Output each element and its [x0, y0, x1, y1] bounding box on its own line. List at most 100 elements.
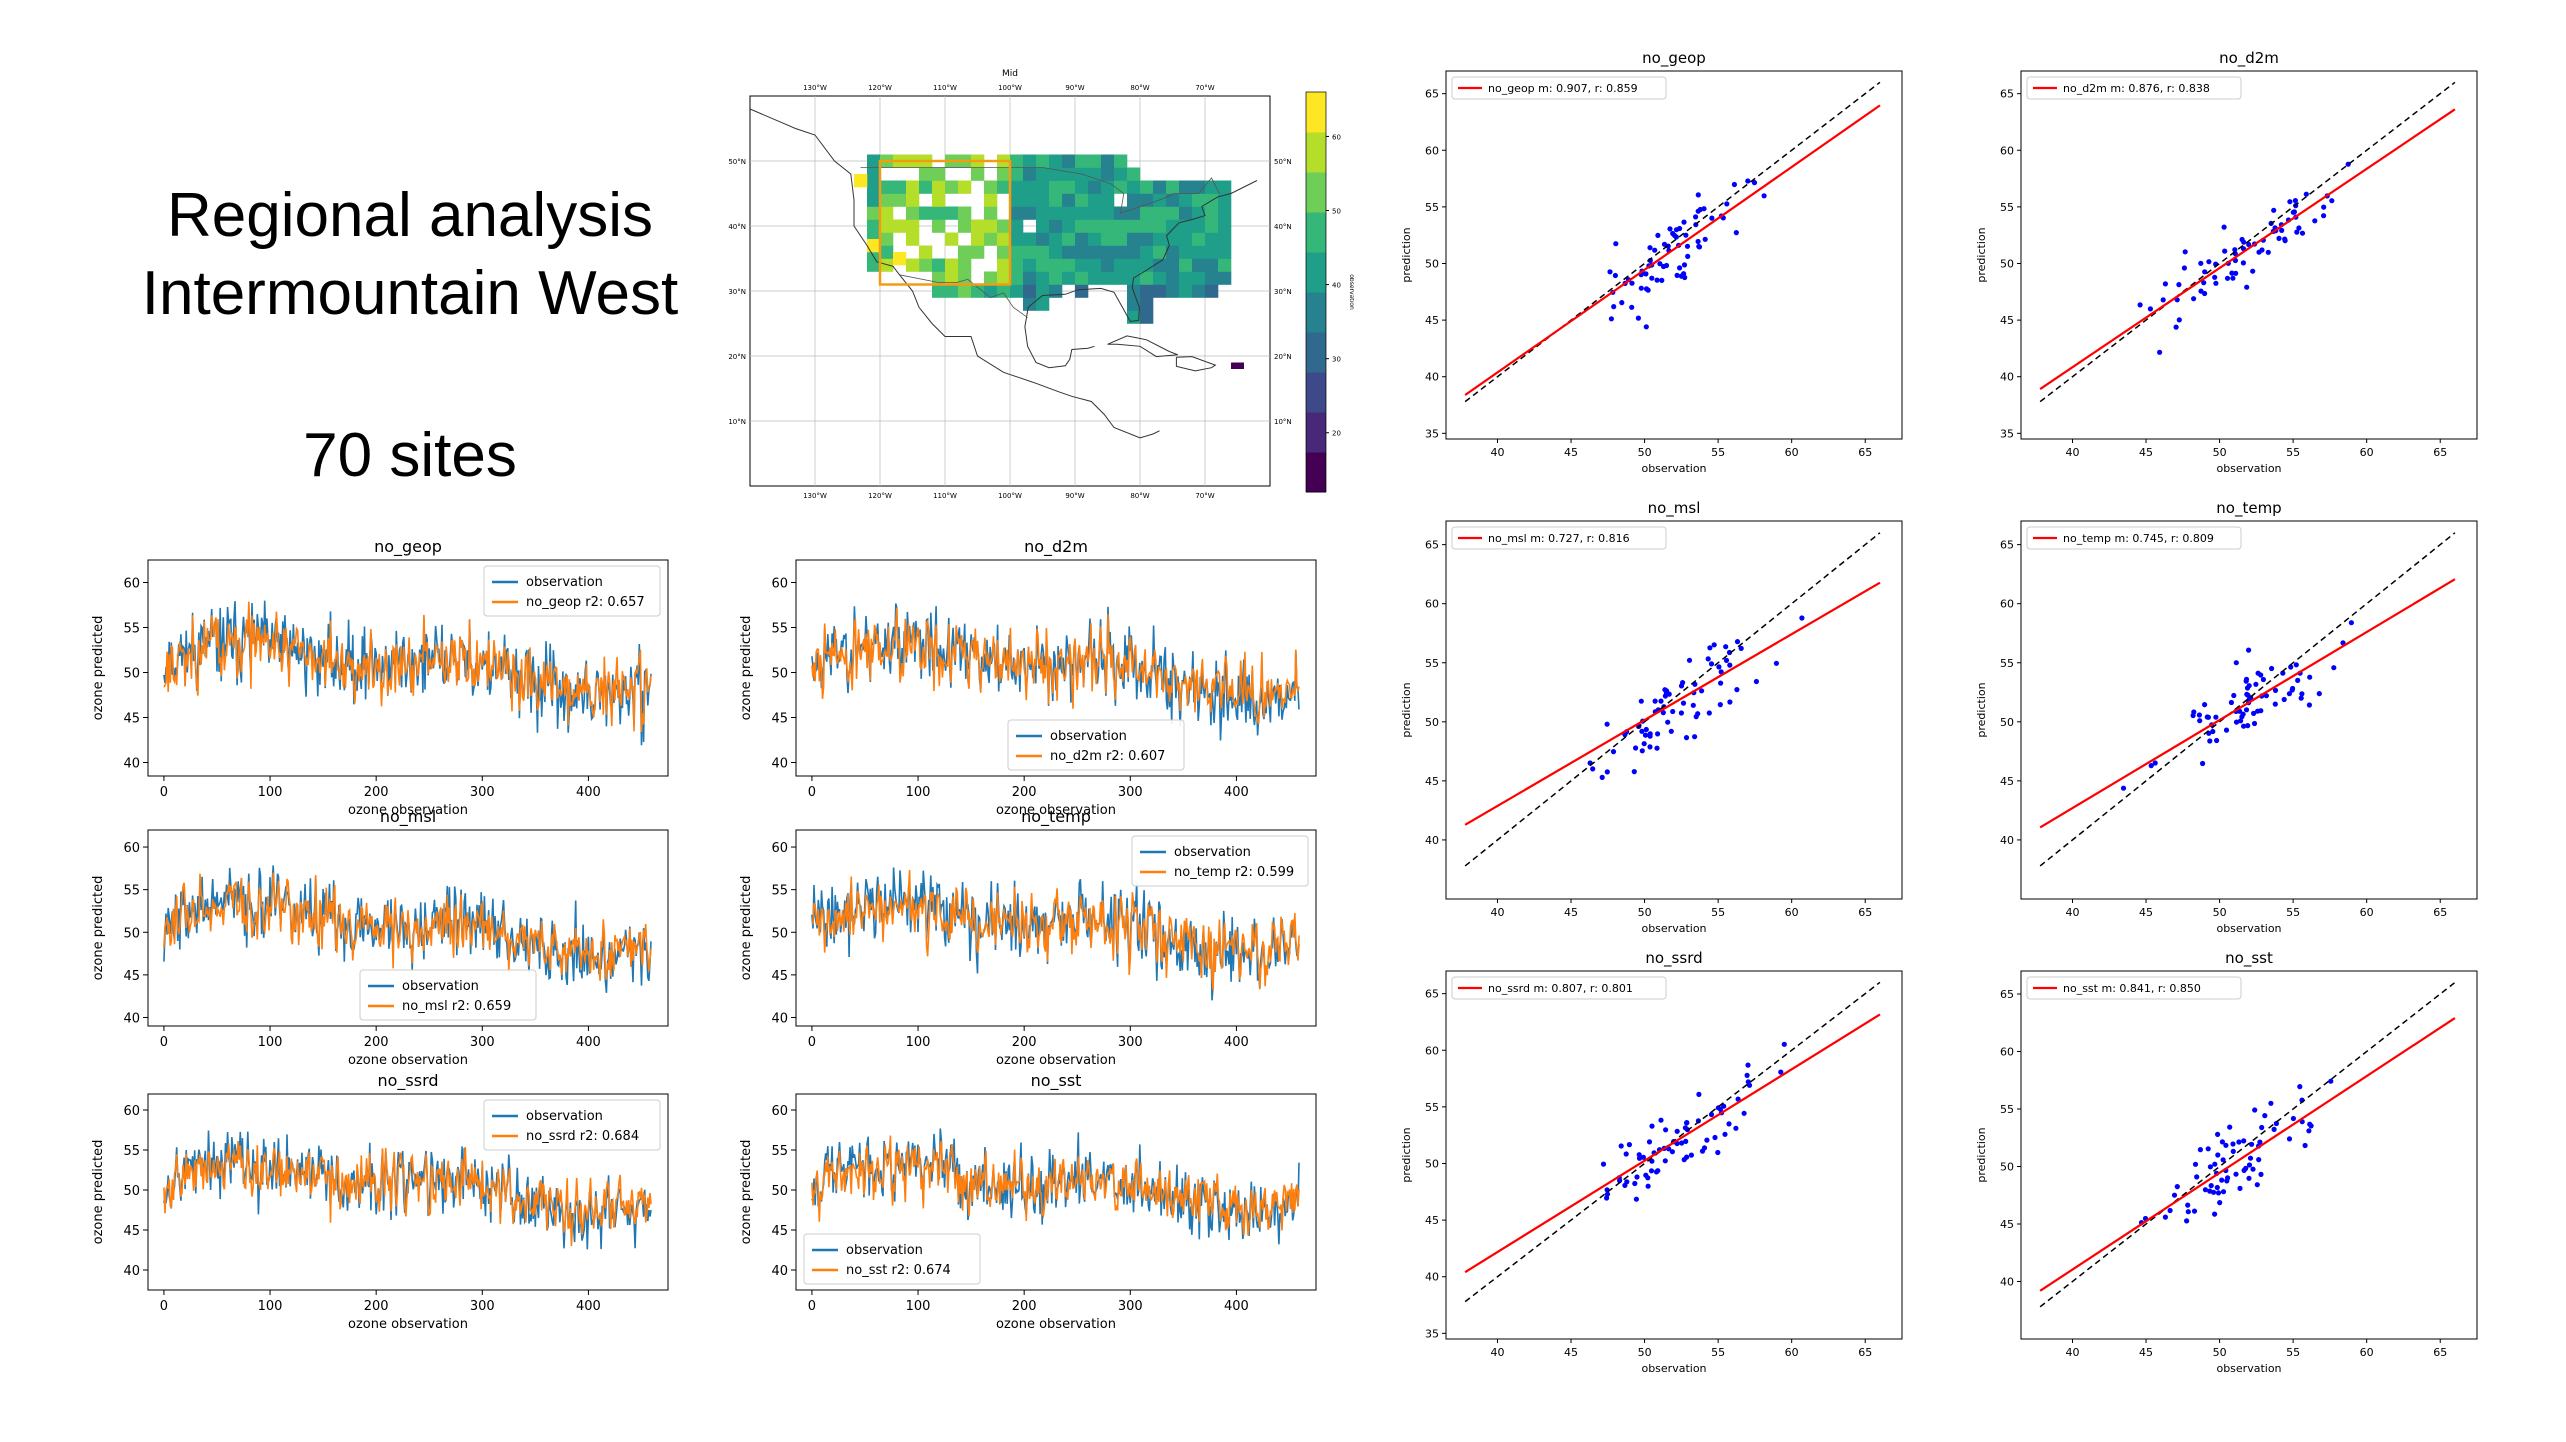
sc-no-msl-point [1773, 660, 1779, 666]
map-cell [1101, 219, 1115, 233]
sc-no-temp-legend-label: no_temp m: 0.745, r: 0.809 [2063, 532, 2214, 545]
map-cell [1010, 193, 1024, 207]
sc-no-sst-point [2212, 1211, 2218, 1217]
map-cell [1114, 167, 1128, 181]
ts-no-geop-xtick-label: 200 [364, 785, 389, 800]
sc-no-sst-point [2306, 1128, 2312, 1134]
ts-no-temp-xtick-label: 0 [808, 1035, 816, 1050]
sc-no-geop-legend-box [1451, 76, 1667, 100]
ts-no-msl-xtick-label: 0 [160, 1035, 168, 1050]
ts-no-sst-xtick-label: 200 [1012, 1299, 1037, 1314]
ts-no-sst-title: no_sst [1031, 1071, 1082, 1091]
sc-no-ssrd-identity-line [1464, 981, 1881, 1303]
map-colorbar-tick-label: 30 [1332, 356, 1341, 364]
sc-no-msl-point [1718, 669, 1724, 675]
sc-no-sst-ytick-label: 45 [2000, 1218, 2014, 1231]
sc-no-temp-point [2190, 712, 2196, 719]
sc-no-temp-title: no_temp [2216, 499, 2281, 518]
sc-no-geop-point [1761, 193, 1767, 199]
sc-no-d2m-point [2279, 227, 2285, 233]
sc-no-msl-point [1639, 748, 1645, 754]
sc-no-geop-frame [1445, 70, 1903, 440]
sc-no-d2m-point [2198, 260, 2204, 266]
sc-no-d2m-point [2282, 238, 2288, 244]
ts-no-geop-ytick-label: 55 [123, 622, 140, 637]
map-cell [1036, 271, 1050, 285]
map-cell [1036, 219, 1050, 233]
ts-no-msl-ytick-label: 45 [123, 969, 140, 984]
map-cell [1075, 232, 1089, 246]
sc-no-sst-point [2328, 1078, 2334, 1084]
map-cell [1062, 167, 1076, 181]
map-cell [997, 258, 1011, 272]
ts-no-temp-ytick-label: 55 [771, 884, 788, 899]
sc-no-geop-point [1667, 226, 1673, 232]
sc-no-sst-point [2308, 1123, 2314, 1129]
ts-no-sst-ytick-label: 60 [771, 1104, 788, 1119]
sc-no-sst-xtick-label: 55 [2286, 1346, 2300, 1359]
map-mexico-border [899, 274, 1028, 318]
sc-no-geop-ytick-label: 60 [1425, 144, 1439, 157]
sc-no-msl-xtick-label: 40 [1490, 906, 1504, 919]
sc-no-msl-point [1658, 698, 1664, 704]
sc-no-geop-xtick-label: 55 [1711, 446, 1725, 459]
sc-no-temp-point [2348, 620, 2354, 626]
ts-no-temp-xtick-label: 100 [906, 1035, 931, 1050]
timeseries-no-geop: no_geop 0 100 200 300 400 40 45 50 55 60 ozone obse… [91, 537, 669, 818]
sc-no-sst-point [2233, 1171, 2239, 1177]
map-colorbar-segment [1306, 332, 1326, 373]
sc-no-msl-point [1670, 708, 1676, 715]
sc-no-temp-point [2307, 674, 2313, 680]
map-cell [1114, 258, 1128, 272]
sc-no-msl-xtick-label: 60 [1785, 906, 1799, 919]
map-cell [1192, 180, 1206, 194]
map-cell [1140, 297, 1154, 311]
map-cell [880, 219, 894, 233]
ts-no-temp-legend-label: observation [1174, 845, 1251, 860]
sc-no-temp-point [2243, 707, 2250, 713]
ts-no-temp-legend-label: no_temp r2: 0.599 [1174, 865, 1294, 880]
map-cell [971, 219, 985, 233]
map-cell [1049, 154, 1063, 168]
map-cell [997, 232, 1011, 246]
sc-no-sst-xlabel: observation [2216, 1362, 2281, 1375]
map-cell [1062, 245, 1076, 259]
ts-no-msl-ytick-label: 50 [123, 926, 140, 941]
sc-no-msl-point [1639, 728, 1645, 734]
map-cell [1231, 362, 1244, 369]
sc-no-sst-ytick-label: 60 [2000, 1046, 2014, 1059]
map-cell [1010, 284, 1024, 298]
sc-no-msl-xtick-label: 55 [1711, 906, 1725, 919]
map-cell [1218, 206, 1232, 220]
sc-no-sst-legend-label: no_sst m: 0.841, r: 0.850 [2063, 982, 2201, 995]
sc-no-d2m-point [2321, 213, 2327, 219]
sc-no-geop-xtick-label: 40 [1490, 446, 1504, 459]
ts-no-msl-frame [147, 829, 669, 1027]
sc-no-d2m-point [2294, 229, 2300, 235]
ts-no-d2m-xlabel: ozone observation [996, 803, 1116, 818]
sc-no-d2m-point [2202, 269, 2208, 275]
sc-no-msl-point [1753, 678, 1759, 685]
ts-no-sst-ylabel: ozone predicted [739, 1140, 754, 1245]
map-cell [1127, 245, 1141, 259]
map-cell [932, 167, 946, 181]
sc-no-msl-point [1654, 745, 1660, 751]
sc-no-temp-point [2204, 714, 2210, 720]
scatter-no-temp: no_temp 40 45 50 55 60 65 40 45 50 55 60 65 observati… [1975, 499, 2478, 935]
ts-no-temp-xlabel: ozone observation [996, 1053, 1116, 1068]
map-cell [1153, 245, 1167, 259]
map-lat-label-right: 50°N [1274, 158, 1292, 166]
sc-no-sst-point [2246, 1175, 2252, 1181]
ts-no-d2m-ytick-label: 50 [771, 667, 788, 682]
map-cell [906, 180, 920, 194]
sc-no-temp-ytick-label: 50 [2000, 716, 2014, 729]
sc-no-temp-point [2269, 665, 2275, 672]
sc-no-sst-point [2250, 1166, 2256, 1172]
map-cell [1010, 245, 1024, 259]
sc-no-sst-point [2217, 1200, 2223, 1206]
sc-no-temp-point [2223, 727, 2230, 733]
sc-no-msl-point [1699, 688, 1705, 694]
map-cell [1062, 193, 1076, 207]
sc-no-sst-point [2247, 1155, 2254, 1161]
sc-no-d2m-xtick-label: 65 [2433, 446, 2447, 459]
